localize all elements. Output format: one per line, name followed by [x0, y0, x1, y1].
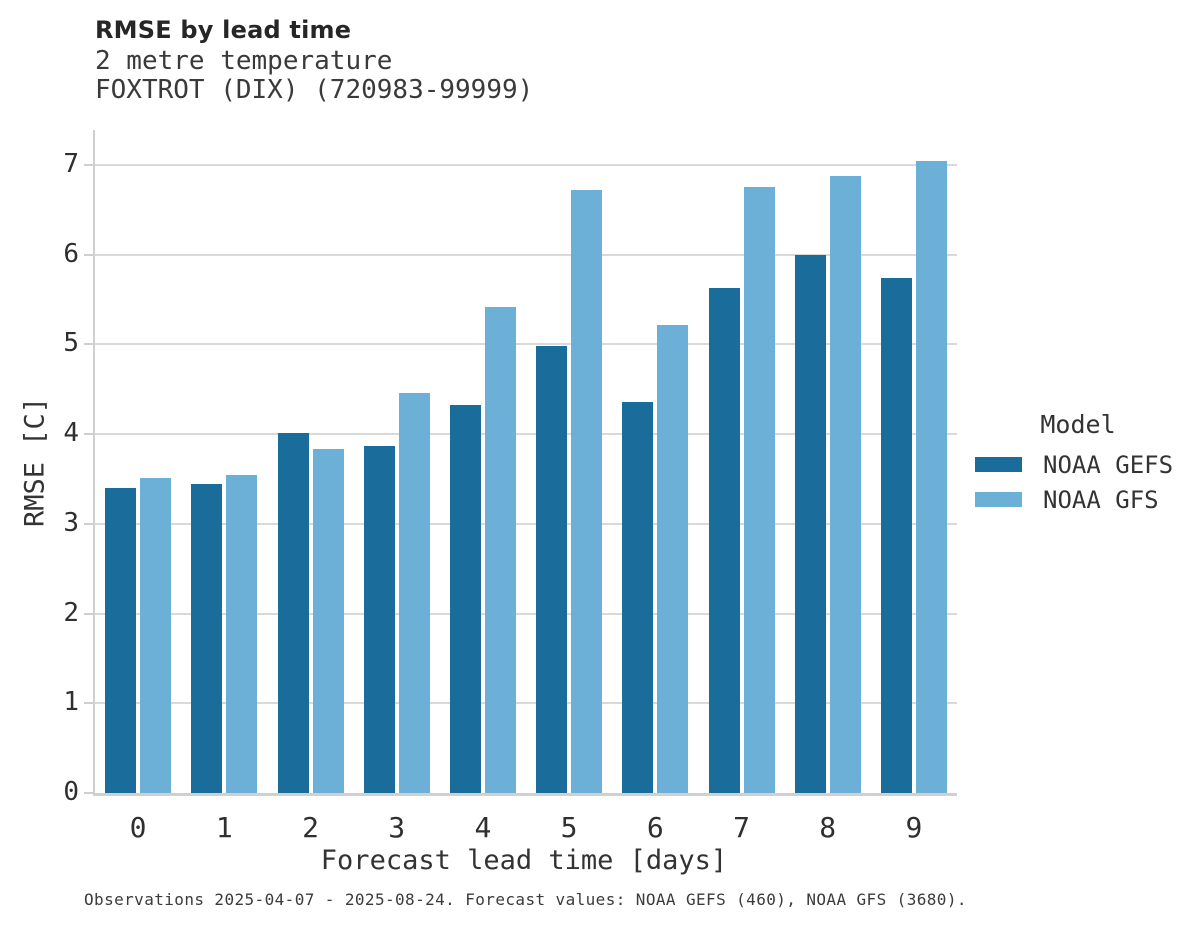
x-tick-label-7: 7 — [733, 811, 750, 844]
bar-noaa-gfs-day-9 — [915, 161, 947, 793]
y-tick-2 — [84, 612, 93, 615]
chart-subtitle-variable: 2 metre temperature — [95, 46, 393, 76]
y-tick-label-6: 6 — [63, 238, 79, 269]
plot-area: 0 1 2 3 4 5 6 7 0 1 2 3 4 5 6 7 8 9 — [63, 130, 957, 842]
x-tick-label-5: 5 — [560, 811, 578, 844]
y-tick-7 — [84, 164, 93, 166]
bar-noaa-gfs-day-7 — [743, 186, 775, 793]
gridline-y-5 — [95, 343, 957, 346]
bar-noaa-gefs-day-3 — [363, 445, 395, 793]
bar-noaa-gfs-day-3 — [398, 392, 430, 793]
x-tick-label-1: 1 — [215, 811, 233, 844]
legend-swatch-noaa-gfs — [975, 492, 1022, 507]
y-tick-label-2: 2 — [63, 597, 79, 628]
gridline-y-2 — [95, 612, 957, 615]
x-tick-label-8: 8 — [819, 811, 837, 844]
bar-noaa-gfs-day-2 — [312, 448, 344, 793]
x-tick-label-9: 9 — [905, 811, 923, 844]
y-tick-label-3: 3 — [63, 507, 79, 538]
legend-label-noaa-gefs: NOAA GEFS — [1043, 450, 1174, 479]
bar-noaa-gefs-day-4 — [449, 404, 481, 793]
x-tick-label-2: 2 — [302, 811, 319, 844]
y-tick-label-0: 0 — [63, 777, 79, 807]
bar-noaa-gefs-day-6 — [622, 401, 654, 793]
bar-noaa-gfs-day-1 — [226, 475, 258, 793]
chart-header: RMSE by lead time 2 metre temperature FO… — [95, 14, 533, 105]
legend-swatch-noaa-gefs — [975, 457, 1022, 472]
x-tick-label-4: 4 — [474, 811, 492, 844]
x-tick-label-3: 3 — [388, 811, 406, 844]
y-tick-3 — [84, 522, 93, 525]
bar-noaa-gfs-day-0 — [140, 478, 172, 793]
chart-title: RMSE by lead time — [95, 16, 352, 44]
bar-noaa-gfs-day-4 — [484, 306, 516, 793]
x-tick-label-6: 6 — [646, 811, 664, 844]
x-tick-label-0: 0 — [129, 811, 147, 844]
legend: Model NOAA GEFS NOAA GFS — [975, 410, 1181, 522]
bar-noaa-gefs-day-8 — [794, 254, 826, 793]
y-tick-label-5: 5 — [63, 328, 79, 359]
bar-noaa-gefs-day-1 — [191, 484, 223, 793]
chart-subtitle-station: FOXTROT (DIX) (720983-99999) — [95, 75, 534, 105]
legend-entry-noaa-gefs: NOAA GEFS — [975, 450, 1181, 479]
bar-noaa-gfs-day-6 — [657, 324, 689, 793]
bar-noaa-gefs-day-7 — [708, 287, 740, 793]
x-axis-title: Forecast lead time [days] — [320, 845, 728, 876]
y-axis-title: RMSE [C] — [19, 396, 51, 528]
bar-noaa-gefs-day-0 — [105, 487, 137, 793]
y-tick-4 — [84, 433, 93, 436]
gridline-y-4 — [95, 433, 957, 436]
bar-noaa-gfs-day-5 — [571, 190, 603, 793]
y-tick-6 — [84, 253, 93, 256]
y-tick-label-7: 7 — [63, 149, 79, 179]
y-tick-1 — [84, 702, 93, 705]
gridline-y-6 — [95, 253, 957, 256]
bar-noaa-gefs-day-5 — [536, 346, 568, 793]
gridline-y-7 — [95, 164, 957, 166]
bar-noaa-gefs-day-2 — [277, 433, 309, 793]
y-tick-label-1: 1 — [63, 687, 79, 718]
y-tick-0 — [84, 792, 93, 794]
bar-noaa-gfs-day-8 — [829, 175, 861, 793]
y-tick-label-4: 4 — [63, 418, 79, 449]
legend-label-noaa-gfs: NOAA GFS — [1043, 485, 1159, 514]
y-tick-5 — [84, 343, 93, 346]
gridline-y-1 — [95, 702, 957, 705]
bar-noaa-gefs-day-9 — [880, 278, 912, 793]
legend-title: Model — [1040, 410, 1116, 439]
gridline-y-3 — [95, 522, 957, 525]
footnote: Observations 2025-04-07 - 2025-08-24. Fo… — [84, 890, 967, 909]
legend-entry-noaa-gfs: NOAA GFS — [975, 485, 1181, 514]
